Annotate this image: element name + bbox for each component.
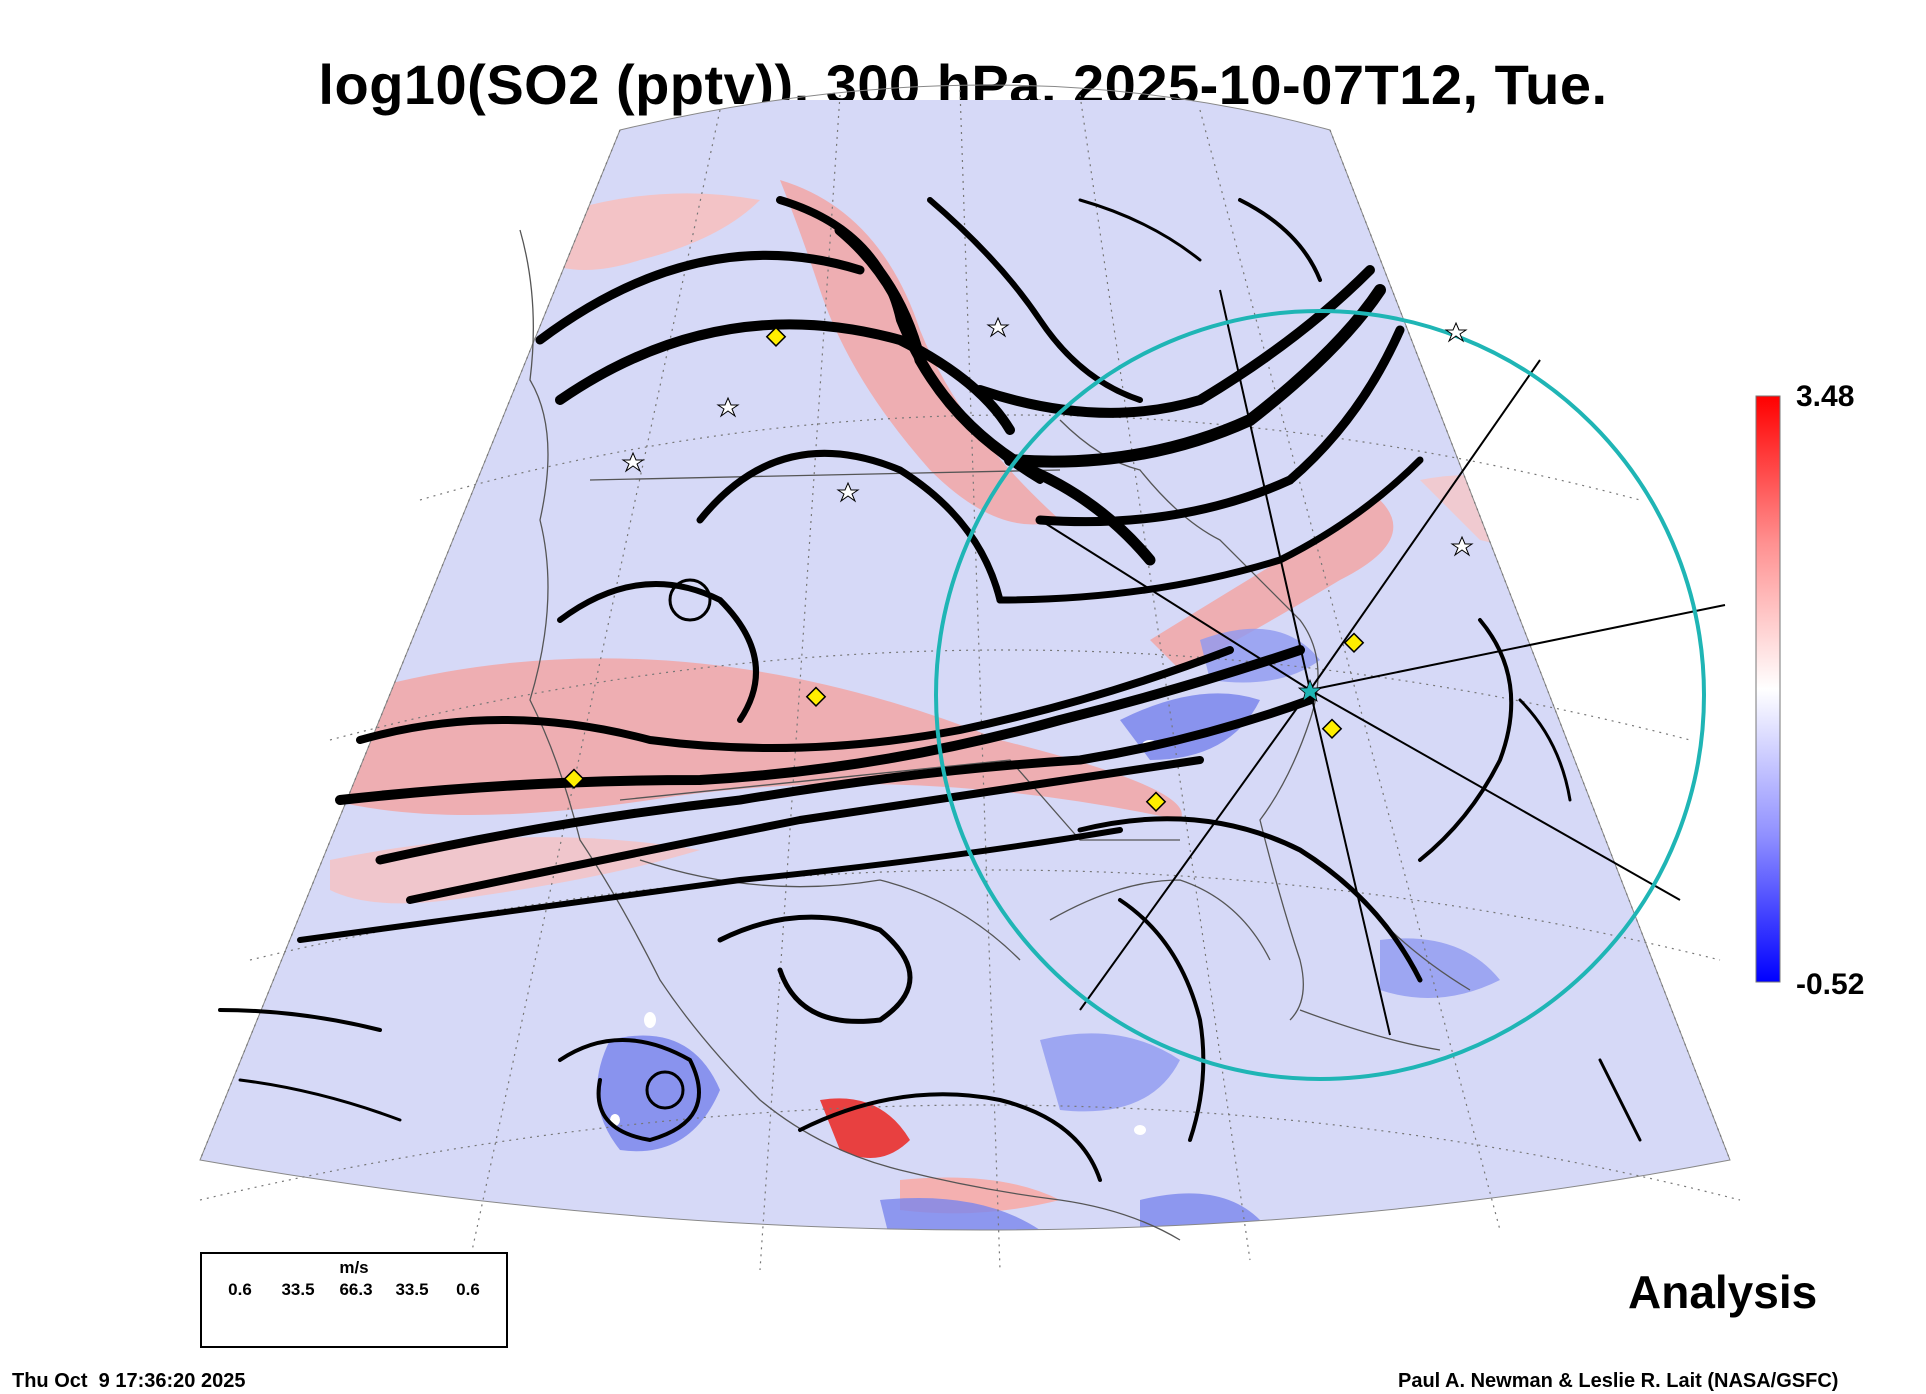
station-marker xyxy=(805,686,827,707)
small-stars xyxy=(621,316,1474,557)
station-marker xyxy=(1343,632,1365,653)
credit: Paul A. Newman & Leslie R. Lait (NASA/GS… xyxy=(1398,1370,1839,1392)
radial-lines xyxy=(1039,289,1726,1036)
center-star xyxy=(1297,678,1323,702)
station-marker xyxy=(765,326,787,347)
colorbar xyxy=(1755,395,1781,983)
station-markers xyxy=(563,326,1365,812)
colorbar-min-label: -0.52 xyxy=(1796,968,1865,1001)
station-marker xyxy=(1321,718,1343,739)
timestamp: Thu Oct 9 17:36:20 2025 xyxy=(12,1370,246,1392)
wind-legend-value: 33.5 xyxy=(395,1280,429,1299)
wind-legend-value: 33.5 xyxy=(281,1280,315,1299)
wind-legend-value: 0.6 xyxy=(456,1280,480,1299)
product-label: Analysis xyxy=(1628,1266,1818,1318)
wind-legend-value: 0.6 xyxy=(228,1280,252,1299)
wind-legend: m/s 0.6 33.5 66.3 33.5 0.6 xyxy=(200,1252,508,1348)
station-marker xyxy=(563,768,585,789)
station-marker xyxy=(1145,791,1167,812)
colorbar-max-label: 3.48 xyxy=(1796,380,1855,413)
wind-legend-unit: m/s xyxy=(339,1258,369,1277)
streamlines xyxy=(218,196,1642,1182)
range-ring xyxy=(934,309,1706,1081)
wind-legend-value: 66.3 xyxy=(339,1280,373,1299)
